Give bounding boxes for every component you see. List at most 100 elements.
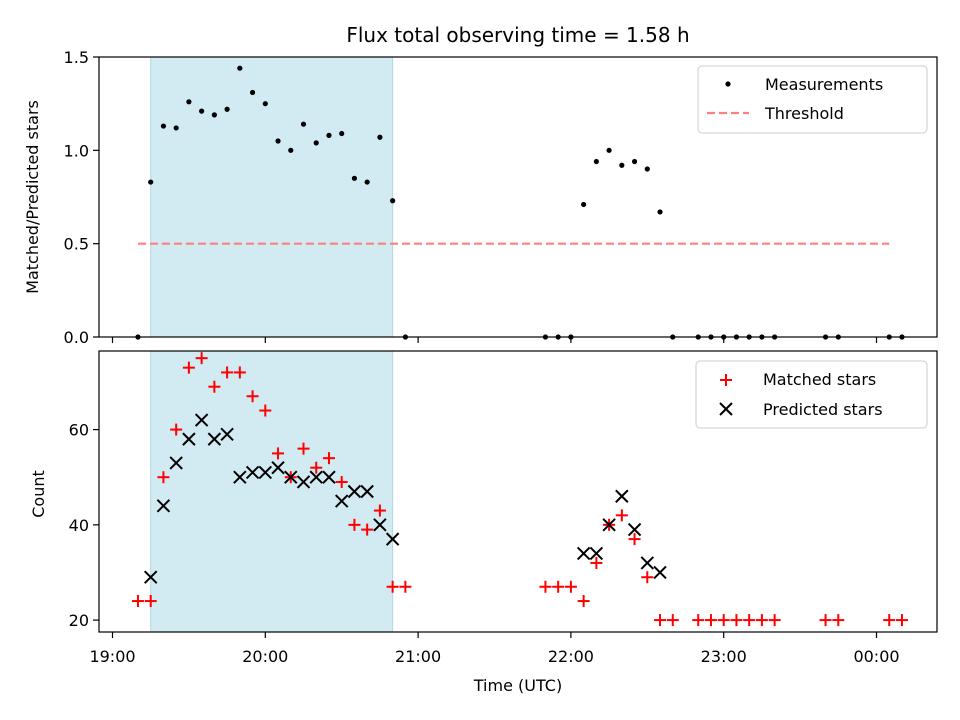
predicted-star-point — [258, 465, 273, 480]
legend-matched-marker — [720, 374, 732, 386]
predicted-star-point — [309, 470, 323, 484]
top-legend: Measurements Threshold — [697, 65, 928, 134]
predicted-star-point — [284, 470, 298, 484]
matched-star-point — [768, 614, 781, 627]
matched-star-point — [717, 614, 730, 627]
matched-star-point — [641, 571, 654, 584]
bottom-xtick-label: 22:00 — [548, 647, 594, 666]
matched-star-point — [246, 390, 259, 403]
predicted-star-point — [602, 518, 616, 532]
predicted-star-point — [347, 484, 362, 499]
matched-star-point — [615, 509, 628, 522]
bottom-axes: 20 40 60 19:00 20:00 21:00 22:00 23:00 00:00 — [69, 421, 900, 666]
measurement-point — [351, 175, 358, 181]
measurement-point — [288, 147, 294, 153]
matched-star-point — [348, 518, 361, 531]
matched-star-point — [666, 614, 679, 627]
bottom-xlabel: Time (UTC) — [473, 676, 562, 695]
predicted-star-point — [615, 489, 629, 503]
matched-star-point — [386, 580, 399, 593]
bottom-ytick-label: 60 — [69, 421, 89, 440]
bottom-marks — [131, 352, 908, 627]
bottom-panel: 20 40 60 19:00 20:00 21:00 22:00 23:00 00:00 Cou… — [29, 350, 938, 695]
matched-star-point — [335, 475, 348, 488]
predicted-star-point — [245, 465, 260, 480]
matched-star-point — [743, 614, 756, 627]
top-shaded-region — [150, 56, 394, 338]
bottom-xtick-label: 20:00 — [242, 647, 288, 666]
predicted-star-point — [220, 427, 234, 442]
matched-star-point — [144, 595, 157, 608]
measurement-point — [364, 179, 370, 185]
bottom-xtick-label: 23:00 — [701, 647, 747, 666]
matched-star-point — [322, 452, 335, 465]
matched-star-point — [590, 556, 603, 569]
matched-star-point — [832, 614, 845, 627]
matched-star-point — [272, 447, 285, 460]
legend-predicted-marker — [719, 402, 733, 416]
matched-star-point — [692, 614, 705, 627]
legend-measurements-marker — [725, 81, 731, 87]
measurement-point — [326, 132, 332, 138]
predicted-star-point — [640, 556, 655, 570]
top-ytick-label: 1.5 — [64, 48, 89, 67]
predicted-star-point — [182, 432, 196, 446]
matched-star-point — [361, 523, 374, 536]
top-marks — [135, 65, 905, 340]
matched-star-point — [399, 580, 412, 593]
bottom-legend-box — [695, 360, 928, 429]
matched-star-point — [297, 442, 310, 455]
bottom-ytick-label: 40 — [69, 516, 89, 535]
predicted-star-point — [322, 470, 336, 484]
predicted-star-point — [373, 518, 387, 532]
matched-star-point — [564, 580, 577, 593]
measurement-point — [211, 112, 217, 118]
top-panel: 0.0 0.5 1.0 1.5 Matched/Predicted stars Mea… — [23, 48, 938, 347]
top-ytick-label: 0.0 — [64, 328, 89, 347]
predicted-star-point — [296, 475, 311, 489]
matched-star-point — [131, 595, 144, 608]
matched-star-point — [170, 423, 183, 436]
measurement-point — [224, 106, 230, 112]
bottom-ytick-label: 20 — [69, 611, 89, 630]
predicted-star-point — [589, 546, 604, 561]
measurement-point — [249, 89, 256, 96]
measurement-point — [593, 158, 599, 165]
legend-matched-label: Matched stars — [763, 370, 876, 389]
predicted-star-point — [143, 570, 158, 584]
predicted-star-point — [194, 413, 209, 427]
measurement-point — [644, 166, 650, 172]
legend-measurements-label: Measurements — [765, 75, 883, 94]
measurement-point — [173, 125, 179, 131]
measurement-point — [631, 158, 638, 165]
top-ytick-label: 0.5 — [64, 235, 89, 254]
top-legend-box — [697, 65, 928, 134]
matched-star-point — [539, 580, 552, 593]
predicted-star-point — [385, 532, 400, 546]
predicted-star-point — [653, 565, 667, 580]
predicted-star-point — [576, 546, 591, 561]
matched-star-point — [310, 461, 323, 474]
measurement-point — [186, 99, 192, 105]
matched-star-point — [895, 614, 908, 627]
bottom-ylabel: Count — [29, 470, 48, 518]
predicted-star-point — [169, 456, 183, 470]
bottom-xtick-label: 19:00 — [89, 647, 135, 666]
matched-star-point — [195, 352, 208, 365]
predicted-star-point — [156, 499, 171, 513]
matched-star-point — [157, 471, 170, 484]
predicted-star-point — [271, 460, 285, 475]
bottom-shade-layer — [150, 350, 394, 633]
bottom-xtick-label: 00:00 — [853, 647, 899, 666]
matched-star-point — [730, 614, 743, 627]
measurement-point — [581, 201, 587, 208]
predicted-star-point — [207, 432, 222, 446]
matched-star-point — [552, 580, 565, 593]
measurement-point — [606, 147, 612, 153]
matched-star-point — [208, 380, 221, 393]
measurement-point — [275, 138, 281, 144]
predicted-star-point — [360, 484, 374, 499]
matched-star-point — [628, 533, 641, 546]
top-ylabel: Matched/Predicted stars — [23, 100, 42, 294]
